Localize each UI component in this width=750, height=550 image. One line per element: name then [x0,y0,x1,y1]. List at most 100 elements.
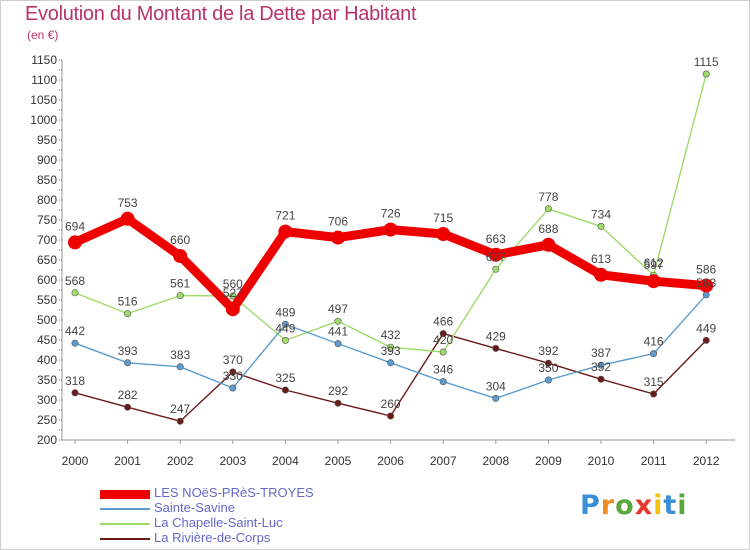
data-point-0 [488,247,503,262]
data-point-2 [702,70,710,78]
data-point-0 [331,230,345,245]
data-label-0: 613 [591,252,611,266]
y-tick-label: 600 [37,273,57,287]
data-label-2: 734 [591,207,611,221]
data-label-1: 387 [591,346,611,360]
data-label-0: 527 [223,286,243,300]
data-point-3 [387,412,395,420]
data-label-3: 429 [486,329,506,343]
chart-unit: (en €) [27,28,59,42]
data-label-0: 663 [486,232,506,246]
data-point-2 [124,310,132,318]
y-tick-label: 950 [37,133,57,147]
data-point-2 [334,317,342,325]
data-point-2 [176,292,184,300]
data-point-0 [120,211,135,226]
data-label-3: 318 [65,374,85,388]
data-label-1: 393 [118,344,138,358]
legend-item: LES NOëS-PRèS-TROYES [100,485,430,501]
x-tick-label: 2005 [325,454,352,468]
data-point-2 [281,336,289,344]
data-label-3: 392 [538,344,558,358]
x-tick-label: 2012 [693,454,720,468]
x-tick-label: 2003 [219,454,246,468]
y-tick-label: 350 [37,373,57,387]
data-point-2 [544,205,552,213]
y-tick-label: 550 [37,293,57,307]
data-point-0 [436,227,451,241]
data-point-0 [541,237,556,252]
data-point-1 [650,350,658,358]
data-label-2: 627 [486,250,506,264]
data-label-1: 489 [275,305,295,319]
data-label-1: 563 [696,276,716,290]
y-tick-label: 200 [37,433,57,447]
data-point-1 [439,378,447,386]
data-label-3: 260 [381,397,401,411]
data-label-1: 330 [223,369,243,383]
data-point-0 [383,222,398,237]
data-point-1 [71,339,79,347]
legend-item: Sainte-Savine [100,500,430,516]
data-point-0 [594,267,608,282]
data-point-1 [334,340,342,348]
data-point-1 [387,359,395,367]
data-label-3: 325 [275,371,295,385]
data-point-3 [176,417,184,425]
data-point-2 [597,222,605,230]
x-tick-label: 2010 [588,454,615,468]
data-point-2 [229,292,237,300]
data-label-1: 416 [644,335,664,349]
data-point-3 [439,330,447,338]
data-point-1 [229,384,237,392]
y-tick-label: 650 [37,253,57,267]
data-point-1 [597,361,605,369]
data-label-2: 778 [538,190,558,204]
legend-swatch [100,508,150,510]
x-tick-label: 2006 [377,454,404,468]
data-label-2: 1115 [694,55,719,69]
data-label-3: 247 [170,402,190,416]
data-label-0: 726 [381,207,401,221]
y-tick-label: 500 [37,313,57,327]
data-point-3 [597,375,605,383]
y-tick-label: 250 [37,413,57,427]
data-label-3: 449 [696,321,716,335]
legend-item: La Rivière-de-Corps [100,530,430,546]
y-tick-label: 900 [37,153,57,167]
data-point-2 [492,265,500,273]
legend-label: La Rivière-de-Corps [154,530,271,545]
data-label-2: 449 [275,321,295,335]
y-tick-label: 750 [37,213,57,227]
brand-logo: Proxiti [580,490,688,521]
data-label-0: 753 [118,196,138,210]
y-tick-label: 800 [37,193,57,207]
data-point-0 [225,302,240,317]
data-point-3 [71,389,79,397]
y-tick-label: 1100 [31,73,57,87]
x-tick-label: 2009 [535,454,562,468]
data-point-3 [334,399,342,407]
data-label-1: 304 [486,379,506,393]
data-point-1 [544,376,552,384]
data-label-2: 420 [433,333,453,347]
legend-swatch [100,538,150,540]
x-tick-label: 2002 [167,454,194,468]
data-point-1 [281,320,289,328]
data-point-3 [281,386,289,394]
data-label-1: 346 [433,363,453,377]
data-label-3: 282 [118,388,138,402]
x-tick-label: 2004 [272,454,299,468]
data-point-3 [124,403,132,411]
data-point-3 [492,344,500,352]
data-label-3: 466 [433,315,453,329]
y-tick-label: 1050 [30,93,57,107]
data-point-0 [278,224,293,239]
data-label-3: 292 [328,384,348,398]
data-point-0 [68,235,82,250]
legend-label: La Chapelle-Saint-Luc [154,515,283,530]
data-point-2 [439,348,447,356]
data-label-1: 350 [538,361,558,375]
data-point-3 [544,359,552,367]
data-label-0: 721 [275,209,295,223]
